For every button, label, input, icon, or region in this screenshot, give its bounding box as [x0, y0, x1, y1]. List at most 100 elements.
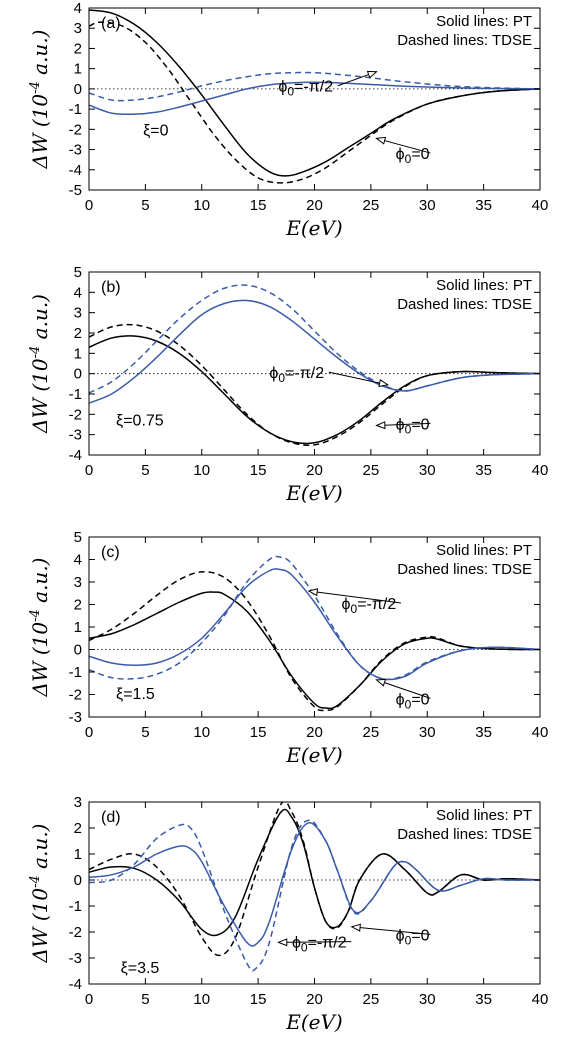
- x-tick-label: 25: [363, 724, 380, 741]
- panel-label: (b): [101, 279, 121, 296]
- phi-label: ϕ0=0: [396, 691, 430, 711]
- arrow-head: [375, 678, 387, 687]
- y-tick-label: -1: [69, 664, 82, 681]
- y-tick-label: 2: [74, 820, 82, 837]
- series-line: [89, 81, 540, 116]
- x-tick-label: 0: [85, 462, 93, 479]
- x-tick-label: 30: [419, 724, 436, 741]
- arrow-head: [350, 923, 361, 932]
- y-tick-label: -4: [69, 447, 82, 464]
- y-tick-label: 2: [74, 40, 82, 57]
- y-tick-label: -3: [69, 142, 82, 159]
- chart-panel: 0 5 10 15 20 25 30 35 40 -3 -2 -1 0 1 2 3 4 5 E(eV) ΔW (10-…: [28, 529, 548, 767]
- y-tick-label: -3: [69, 427, 82, 444]
- legend-entry: Dashed lines: TDSE: [397, 32, 532, 49]
- annotation-arrow: [376, 422, 431, 427]
- y-tick-label: 0: [74, 872, 82, 889]
- x-tick-label: 10: [193, 197, 210, 214]
- xi-label: ξ=1.5: [116, 686, 155, 703]
- y-tick-label: 4: [74, 0, 82, 17]
- y-tick-label: -2: [69, 121, 82, 138]
- y-tick-label: 1: [74, 61, 82, 78]
- x-tick-label: 35: [475, 197, 492, 214]
- annotation-arrow: [376, 679, 431, 699]
- chart-panel: 0 5 10 15 20 25 30 35 40 -5 -4 -3 -2 -1 0 1 2 3 4 E(eV) ΔW (…: [28, 0, 548, 240]
- y-tick-label: 3: [74, 574, 82, 591]
- x-tick-label: 5: [141, 991, 149, 1008]
- series-group: [89, 284, 540, 446]
- legend-entry: Dashed lines: TDSE: [397, 826, 532, 843]
- phi-label: ϕ0=-π/2: [269, 365, 324, 385]
- phi-label: ϕ0=0: [396, 146, 430, 166]
- arrow-head: [378, 378, 390, 387]
- annotation-arrow: [278, 941, 352, 943]
- series-line: [89, 571, 540, 712]
- y-axis-label: ΔW (10-4 a.u.): [28, 824, 52, 964]
- arrow-head: [375, 136, 387, 145]
- y-tick-label: -5: [69, 182, 82, 199]
- series-line: [89, 21, 540, 184]
- x-tick-label: 10: [193, 991, 210, 1008]
- y-tick-label: -1: [69, 101, 82, 118]
- y-tick-label: 0: [74, 642, 82, 659]
- series-line: [89, 568, 540, 681]
- x-tick-label: 10: [193, 462, 210, 479]
- phi-label: ϕ0=-π/2: [278, 79, 333, 99]
- y-tick-label: 3: [74, 794, 82, 811]
- x-tick-label: 40: [532, 197, 549, 214]
- y-tick-label: 5: [74, 264, 82, 281]
- x-tick-label: 5: [141, 724, 149, 741]
- x-tick-label: 15: [250, 724, 267, 741]
- y-tick-label: -4: [69, 976, 82, 993]
- chart-panel: 0 5 10 15 20 25 30 35 40 -4 -3 -2 -1 0 1 2 3 E(eV) ΔW (10-…: [28, 794, 548, 1034]
- x-tick-label: 25: [363, 197, 380, 214]
- annotation-arrow: [351, 926, 431, 935]
- y-tick-label: -3: [69, 709, 82, 726]
- y-tick-label: -1: [69, 898, 82, 915]
- y-tick-label: 2: [74, 597, 82, 614]
- y-axis-label: ΔW (10-4 a.u.): [28, 558, 52, 698]
- phi-label: ϕ0=0: [396, 927, 430, 947]
- y-tick-label: -4: [69, 162, 82, 179]
- x-tick-label: 0: [85, 991, 93, 1008]
- y-tick-label: 1: [74, 619, 82, 636]
- x-tick-label: 30: [419, 991, 436, 1008]
- y-tick-label: 5: [74, 529, 82, 546]
- y-axis-label: ΔW (10-4 a.u.): [28, 30, 52, 170]
- arrow-head: [277, 938, 288, 947]
- y-tick-label: 4: [74, 552, 82, 569]
- x-tick-label: 0: [85, 197, 93, 214]
- xi-label: ξ=3.5: [121, 960, 160, 977]
- legend-entry: Solid lines: PT: [436, 13, 532, 30]
- x-tick-label: 35: [475, 462, 492, 479]
- x-tick-label: 15: [250, 991, 267, 1008]
- y-tick-label: -3: [69, 950, 82, 967]
- xi-label: ξ=0: [143, 122, 169, 139]
- series-group: [89, 9, 540, 184]
- series-group: [89, 802, 540, 972]
- x-tick-label: 25: [363, 991, 380, 1008]
- series-line: [89, 802, 540, 957]
- y-tick-label: 3: [74, 20, 82, 37]
- y-tick-label: -2: [69, 687, 82, 704]
- series-line: [89, 71, 540, 102]
- x-tick-label: 0: [85, 724, 93, 741]
- x-axis-label: E(eV): [285, 743, 342, 767]
- series-line: [89, 555, 540, 681]
- x-tick-label: 20: [306, 724, 323, 741]
- x-tick-label: 30: [419, 462, 436, 479]
- panel-label: (c): [101, 544, 120, 561]
- series-group: [89, 555, 540, 712]
- series-line: [89, 591, 540, 710]
- x-tick-label: 40: [532, 724, 549, 741]
- phi-label: ϕ0=0: [396, 416, 430, 436]
- series-line: [89, 819, 540, 972]
- legend-entry: Dashed lines: TDSE: [397, 296, 532, 313]
- legend-entry: Solid lines: PT: [436, 807, 532, 824]
- legend-entry: Solid lines: PT: [436, 542, 532, 559]
- x-tick-label: 40: [532, 991, 549, 1008]
- x-tick-label: 20: [306, 197, 323, 214]
- x-tick-label: 25: [363, 462, 380, 479]
- series-line: [89, 299, 540, 404]
